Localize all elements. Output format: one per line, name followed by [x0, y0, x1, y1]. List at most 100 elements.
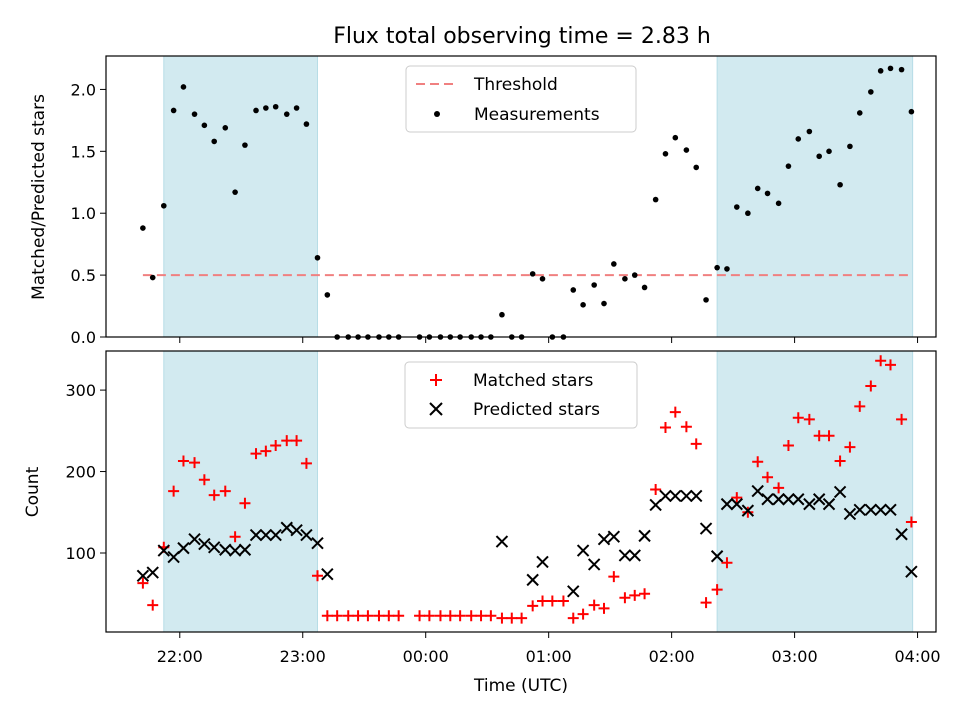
measurements-point [693, 164, 700, 171]
measurements-point [201, 122, 208, 129]
x-tick-label: 01:00 [526, 647, 572, 666]
predicted-stars-point [792, 493, 805, 506]
measurements-point [775, 200, 782, 207]
predicted-stars-point [597, 532, 611, 546]
counts-legend: Matched stars Predicted stars [404, 361, 638, 429]
predicted-stars-point [146, 566, 159, 579]
predicted-stars-point [843, 507, 857, 521]
predicted-stars-point [290, 523, 303, 537]
x-axis-label: Time (UTC) [473, 676, 568, 696]
measurements-point [272, 103, 279, 110]
measurements-point [826, 148, 832, 155]
matched-stars-point [629, 589, 641, 601]
predicted-stars-point [567, 585, 580, 598]
matched-stars-point [444, 610, 456, 622]
matched-stars-point [465, 610, 477, 622]
predicted-stars-point [249, 528, 263, 542]
legend-matched-swatch [430, 374, 442, 386]
measurements-point [745, 210, 751, 217]
matched-stars-point [639, 588, 651, 600]
legend-predicted-label: Predicted stars [473, 400, 600, 420]
predicted-stars-point [628, 549, 641, 562]
matched-stars-point [527, 600, 539, 612]
legend-measurements-label: Measurements [474, 105, 600, 125]
measurements-point [816, 153, 822, 160]
matched-stars-point [650, 483, 662, 495]
matched-stars-point [711, 584, 723, 596]
predicted-stars-point [833, 485, 847, 499]
matched-stars-point [619, 592, 631, 604]
matched-stars-point [362, 610, 374, 622]
matched-stars-point [270, 439, 282, 451]
matched-stars-point [680, 421, 692, 433]
predicted-stars-point [772, 493, 785, 506]
matched-stars-point [321, 610, 333, 622]
predicted-stars-point [761, 493, 774, 506]
predicted-stars-point [864, 503, 878, 517]
measurements-point [529, 271, 536, 277]
matched-stars-point [496, 612, 508, 624]
predicted-stars-point [905, 565, 918, 578]
matched-stars-point [147, 599, 159, 611]
measurements-point [253, 107, 259, 114]
counts-ylabel: Count [23, 466, 43, 517]
matched-stars-point [659, 422, 671, 434]
matched-stars-point [342, 610, 354, 622]
measurements-point [149, 274, 156, 281]
y-tick-label: 200 [65, 463, 96, 482]
matched-stars-point [905, 516, 917, 528]
y-tick-label: 300 [65, 381, 96, 400]
matched-stars-point [588, 599, 600, 611]
predicted-stars-point [730, 497, 744, 511]
measurements-point [263, 105, 269, 111]
matched-stars-point [690, 438, 702, 450]
measurements-point [887, 65, 894, 72]
measurements-point [847, 143, 853, 150]
shaded-interval-0 [163, 350, 318, 633]
matched-stars-point [434, 610, 446, 622]
measurements-point [856, 110, 863, 116]
matched-stars-point [239, 497, 251, 509]
measurements-point [160, 202, 167, 209]
predicted-stars-point [618, 549, 632, 562]
matched-stars-point [423, 610, 435, 622]
predicted-stars-point [321, 567, 334, 581]
predicted-stars-point [884, 503, 897, 517]
matched-stars-point [854, 400, 866, 412]
ratio-ylabel: Matched/Predicted stars [29, 94, 49, 300]
ratio-panel: 0.00.51.01.52.0 Matched/Predicted stars … [29, 55, 937, 347]
measurements-point [170, 107, 177, 114]
matched-stars-point [896, 413, 908, 425]
predicted-stars-point [607, 530, 621, 543]
predicted-stars-point [157, 544, 171, 557]
matched-stars-point [189, 457, 201, 469]
predicted-stars-point [895, 528, 908, 541]
predicted-stars-point [177, 541, 190, 555]
predicted-stars-point [207, 541, 221, 554]
x-tick-label: 22:00 [157, 647, 203, 666]
y-tick-label: 0.5 [71, 266, 96, 285]
measurements-point [837, 181, 843, 188]
measurements-point [868, 89, 874, 95]
predicted-stars-point [638, 529, 651, 543]
x-tick-label: 23:00 [280, 647, 326, 666]
predicted-stars-point [238, 543, 252, 556]
x-tick-label: 04:00 [895, 647, 941, 666]
measurements-point [293, 105, 300, 111]
matched-stars-point [557, 595, 569, 607]
matched-stars-point [300, 457, 312, 469]
measurements-point [570, 287, 577, 293]
measurements-point [191, 111, 198, 117]
measurements-point [734, 204, 740, 210]
matched-stars-point [875, 355, 887, 367]
x-tick-label: 00:00 [403, 647, 449, 666]
matched-stars-point [598, 602, 610, 614]
matched-stars-point [516, 612, 528, 624]
measurements-point [764, 190, 771, 197]
predicted-stars-point [587, 558, 601, 571]
predicted-stars-point [536, 555, 549, 569]
measurements-point [795, 136, 802, 142]
measurements-point [539, 276, 546, 282]
measurements-point [314, 254, 321, 261]
measurements-point [232, 189, 238, 195]
